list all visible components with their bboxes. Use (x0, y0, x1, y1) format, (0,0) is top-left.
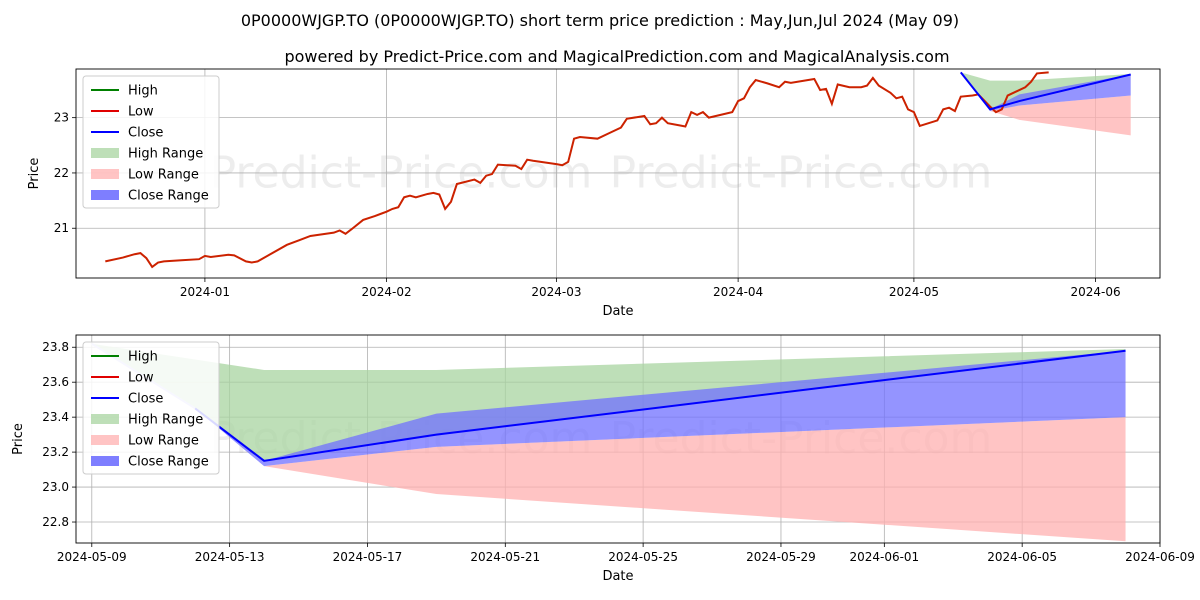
y-tick-label: 23.8 (42, 340, 69, 354)
low-range-band (960, 72, 1131, 136)
x-tick-label: 2024-05-09 (57, 550, 127, 564)
y-tick-label: 23.0 (42, 480, 69, 494)
legend-swatch-patch (91, 456, 119, 466)
y-axis-label: Price (27, 158, 42, 190)
y-tick-label: 23 (54, 111, 69, 125)
x-tick-label: 2024-05-25 (608, 550, 678, 564)
legend-label: High (128, 84, 158, 99)
legend: High Low Close High Range Low Range Close Ran… (82, 75, 220, 209)
x-tick-label: 2024-05-29 (746, 550, 816, 564)
x-axis-label: Date (602, 304, 633, 319)
close-range-band (960, 72, 1131, 112)
x-tick-label: 2024-06-01 (849, 550, 919, 564)
legend-label: Low Range (128, 434, 199, 449)
legend-swatch-patch (91, 190, 119, 200)
x-axis-label: Date (602, 569, 633, 584)
y-axis-label: Price (11, 423, 26, 455)
x-tick-label: 2024-05-17 (333, 550, 403, 564)
x-tick-label: 2024-05 (889, 285, 939, 299)
close-forecast-line (194, 349, 1126, 462)
x-tick-label: 2024-06 (1070, 285, 1120, 299)
x-tick-label: 2024-02 (361, 285, 411, 299)
y-tick-label: 22 (54, 166, 69, 180)
legend-swatch-patch (91, 169, 119, 179)
close-forecast-line (959, 71, 1131, 111)
x-tick-label: 2024-06-09 (1125, 550, 1195, 564)
bottom-chart-panel: Predict-Price.comPredict-Price.com2024-0… (11, 334, 1195, 584)
top-chart-panel: Predict-Price.com Predict-Price.com2024-0… (27, 68, 1161, 319)
legend-label: Close (128, 126, 163, 141)
x-tick-label: 2024-03 (531, 285, 581, 299)
x-tick-label: 2024-04 (713, 285, 763, 299)
low-history-line (105, 71, 1049, 269)
legend-swatch-patch (91, 414, 119, 424)
x-tick-label: 2024-05-21 (470, 550, 540, 564)
low-range-band (91, 343, 1126, 542)
y-tick-label: 23.4 (42, 410, 69, 424)
legend-swatch-patch (91, 148, 119, 158)
x-tick-label: 2024-06-05 (987, 550, 1057, 564)
plot-area (105, 71, 1131, 269)
close-range-band (91, 343, 1126, 467)
legend: High Low Close High Range Low Range Close Ran… (82, 341, 220, 475)
y-tick-label: 23.2 (42, 445, 69, 459)
y-tick-label: 23.6 (42, 375, 69, 389)
legend-label: High Range (128, 413, 203, 428)
y-tick-label: 22.8 (42, 515, 69, 529)
legend-swatch-patch (91, 435, 119, 445)
legend-label: High Range (128, 147, 203, 162)
x-tick-label: 2024-05-13 (195, 550, 265, 564)
x-tick-label: 2024-01 (180, 285, 230, 299)
y-tick-label: 21 (54, 221, 69, 235)
plot-area (91, 342, 1126, 542)
axes-frame (75, 68, 1161, 279)
legend-label: Low Range (128, 168, 199, 183)
legend-label: Close Range (128, 189, 209, 204)
axes-frame (75, 334, 1161, 544)
chart-title: 0P0000WJGP.TO (0P0000WJGP.TO) short term… (241, 11, 959, 30)
legend-label: Close Range (128, 455, 209, 470)
legend-label: Low (128, 105, 154, 120)
legend-label: Close (128, 392, 163, 407)
legend-label: Low (128, 371, 154, 386)
legend-label: High (128, 350, 158, 365)
chart-subtitle: powered by Predict-Price.com and Magical… (284, 47, 949, 66)
